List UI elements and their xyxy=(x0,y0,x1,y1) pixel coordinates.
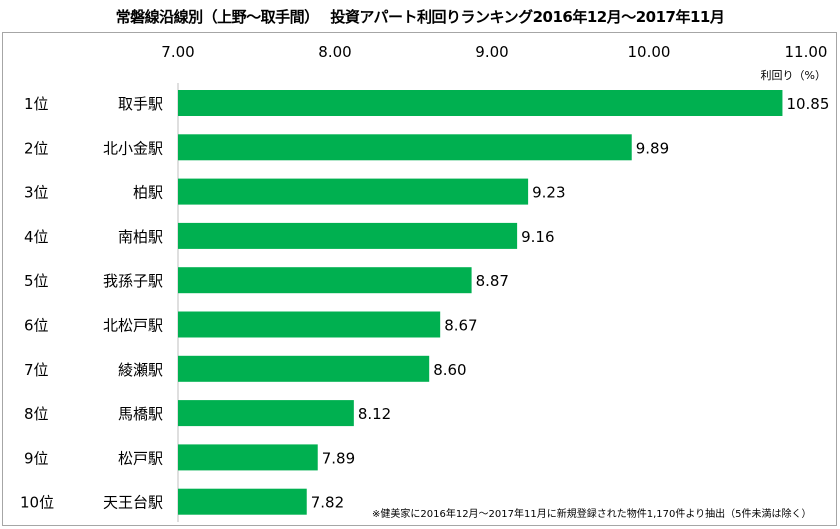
bar xyxy=(178,134,632,161)
chart-title: 常磐線沿線別（上野～取手間） 投資アパート利回りランキング2016年12月～20… xyxy=(115,8,725,26)
bar xyxy=(178,222,518,249)
rank-label: 8位 xyxy=(24,405,49,423)
bar xyxy=(178,444,318,471)
rank-label: 6位 xyxy=(24,317,49,335)
x-tick-label: 7.00 xyxy=(161,43,194,61)
category-label: 綾瀬駅 xyxy=(118,361,163,379)
data-label: 9.89 xyxy=(636,139,669,157)
bar xyxy=(178,355,430,382)
rank-label: 7位 xyxy=(24,361,49,379)
bar xyxy=(178,311,441,338)
category-label: 天王台駅 xyxy=(103,494,163,512)
data-label: 9.23 xyxy=(532,184,565,202)
category-label: 取手駅 xyxy=(118,95,163,113)
plot-frame xyxy=(2,32,837,526)
x-axis-label: 利回り（%） xyxy=(760,69,826,82)
bar xyxy=(178,178,529,205)
bar xyxy=(178,488,307,515)
data-label: 10.85 xyxy=(786,95,829,113)
x-tick-label: 11.00 xyxy=(785,43,828,61)
rank-label: 2位 xyxy=(24,139,49,157)
data-label: 7.89 xyxy=(322,449,355,467)
data-label: 8.87 xyxy=(476,272,509,290)
rank-label: 10位 xyxy=(20,494,54,512)
x-tick-label: 8.00 xyxy=(318,43,351,61)
data-label: 8.67 xyxy=(444,317,477,335)
bar xyxy=(178,400,354,427)
bar xyxy=(178,267,472,294)
category-label: 松戸駅 xyxy=(118,449,163,467)
category-label: 我孫子駅 xyxy=(103,272,163,290)
category-label: 馬橋駅 xyxy=(118,405,163,423)
rank-label: 5位 xyxy=(24,272,49,290)
rank-label: 1位 xyxy=(24,95,49,113)
category-label: 北小金駅 xyxy=(103,139,163,157)
rank-label: 4位 xyxy=(24,228,49,246)
bar xyxy=(178,90,783,116)
category-label: 南柏駅 xyxy=(118,228,163,246)
footnote: ※健美家に2016年12月～2017年11月に新規登録された物件1,170件より… xyxy=(372,509,812,520)
data-label: 8.60 xyxy=(433,361,466,379)
rank-label: 9位 xyxy=(24,449,49,467)
x-tick-label: 10.00 xyxy=(628,43,671,61)
data-label: 8.12 xyxy=(358,405,391,423)
category-label: 北松戸駅 xyxy=(103,317,163,335)
data-label: 7.82 xyxy=(311,494,344,512)
category-label: 柏駅 xyxy=(133,184,163,202)
x-tick-label: 9.00 xyxy=(475,43,508,61)
data-label: 9.16 xyxy=(521,228,554,246)
rank-label: 3位 xyxy=(24,184,49,202)
